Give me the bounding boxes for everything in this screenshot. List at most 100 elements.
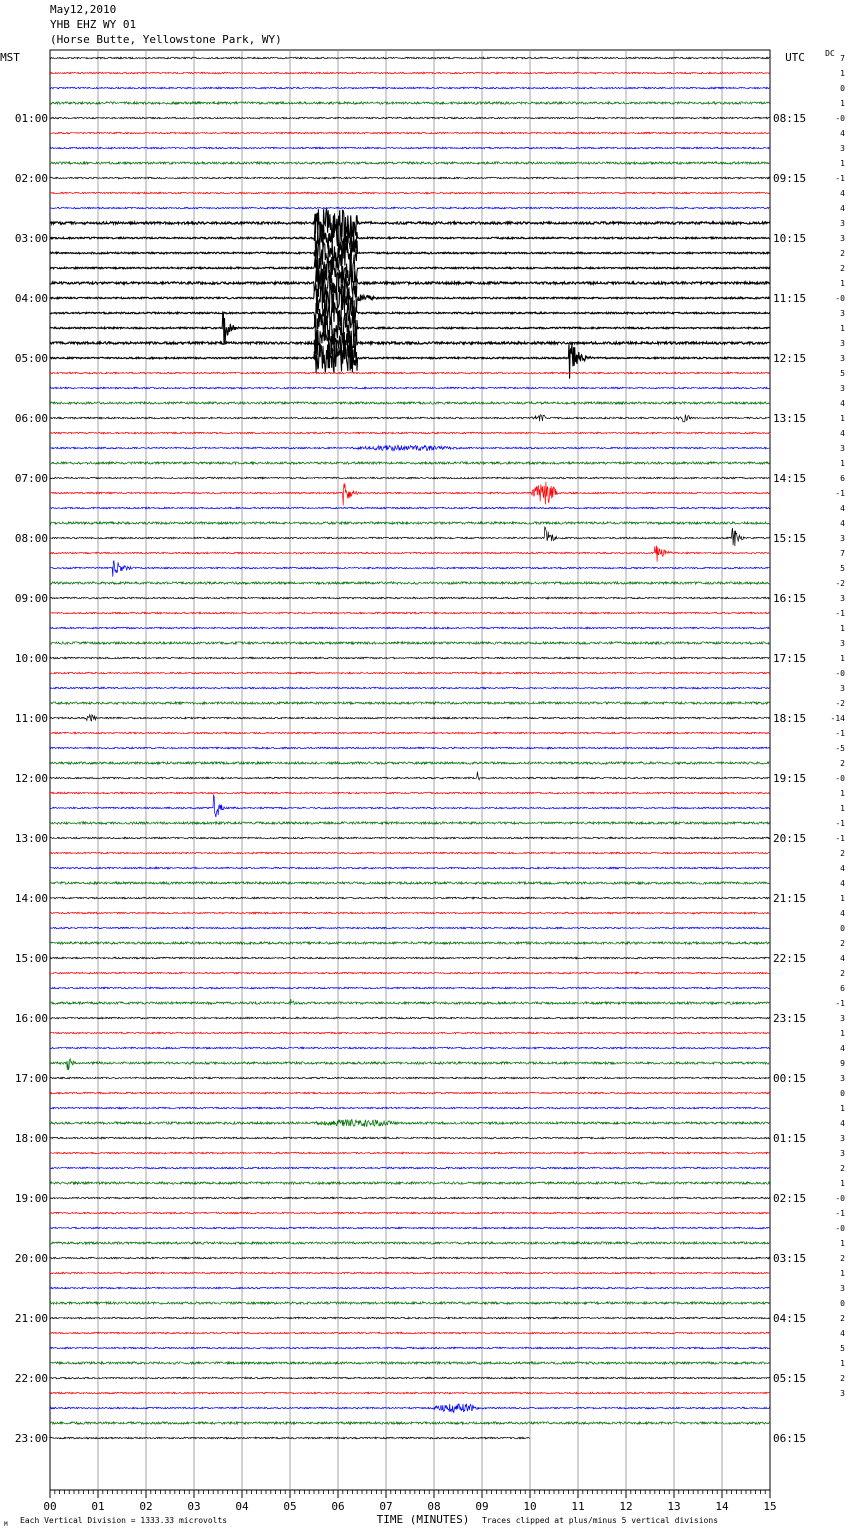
dc-offset-value: 3 — [840, 339, 845, 348]
trace-line — [49, 1403, 771, 1414]
x-tick-label: 12 — [619, 1500, 632, 1513]
trace-line — [49, 1316, 771, 1320]
trace-line — [49, 414, 771, 423]
utc-hour-label: 18:15 — [773, 712, 806, 725]
dc-offset-value: 0 — [840, 1299, 845, 1308]
dc-offset-value: 3 — [840, 144, 845, 153]
chart-location: (Horse Butte, Yellowstone Park, WY) — [50, 33, 282, 46]
dc-offset-value: 3 — [840, 1149, 845, 1158]
trace-line — [49, 1436, 531, 1440]
left-axis-label: MST — [0, 51, 20, 64]
x-tick-label: 05 — [283, 1500, 296, 1513]
trace-line — [50, 1151, 771, 1155]
trace-line — [49, 596, 771, 600]
trace-line — [49, 371, 771, 375]
x-tick-label: 00 — [43, 1500, 56, 1513]
trace-line — [49, 223, 771, 254]
trace-line — [49, 328, 771, 358]
dc-offset-value: 3 — [840, 684, 845, 693]
dc-offset-value: 4 — [840, 909, 845, 918]
trace-line — [49, 208, 771, 239]
dc-offset-value: 9 — [840, 1059, 845, 1068]
trace-line — [49, 282, 771, 313]
dc-offset-value: 5 — [840, 1344, 845, 1353]
utc-hour-label: 01:15 — [773, 1132, 806, 1145]
dc-offset-value: 1 — [840, 624, 845, 633]
utc-hour-label: 15:15 — [773, 532, 806, 545]
trace-line — [50, 400, 771, 406]
mst-hour-label: 15:00 — [15, 952, 48, 965]
dc-offset-value: 2 — [840, 939, 845, 948]
dc-offset-value: 4 — [840, 189, 845, 198]
trace-line — [49, 1180, 771, 1186]
chart-station: YHB EHZ WY 01 — [50, 18, 137, 31]
mst-hour-label: 22:00 — [15, 1372, 48, 1385]
dc-offset-value: -2 — [835, 579, 845, 588]
x-tick-label: 11 — [571, 1500, 584, 1513]
dc-offset-value: 4 — [840, 519, 845, 528]
trace-line — [49, 1091, 771, 1095]
trace-line — [50, 116, 771, 120]
trace-line — [49, 191, 771, 195]
utc-hour-label: 13:15 — [773, 412, 806, 425]
trace-line — [49, 1286, 771, 1290]
mst-hour-label: 09:00 — [15, 592, 48, 605]
trace-line — [49, 1211, 771, 1215]
dc-offset-value: 3 — [840, 594, 845, 603]
dc-offset-value: 1 — [840, 804, 845, 813]
mst-hour-label: 06:00 — [15, 412, 48, 425]
trace-line — [49, 268, 771, 298]
mst-hour-label: 03:00 — [15, 232, 48, 245]
trace-line — [49, 713, 771, 722]
x-tick-label: 03 — [187, 1500, 200, 1513]
dc-label: DC — [825, 49, 835, 58]
trace-line — [49, 820, 771, 826]
dc-offset-value: 3 — [840, 309, 845, 318]
trace-line — [49, 526, 771, 547]
trace-line — [49, 100, 771, 106]
dc-offset-value: 3 — [840, 1134, 845, 1143]
trace-line — [49, 460, 771, 466]
mst-hour-label: 23:00 — [15, 1432, 48, 1445]
utc-hour-label: 12:15 — [773, 352, 806, 365]
trace-line — [50, 731, 771, 735]
dc-offset-value: 1 — [840, 324, 845, 333]
dc-offset-value: 0 — [840, 924, 845, 933]
dc-offset-value: 2 — [840, 1314, 845, 1323]
mst-hour-label: 08:00 — [15, 532, 48, 545]
utc-hour-label: 19:15 — [773, 772, 806, 785]
trace-line — [49, 1136, 771, 1140]
trace-line — [49, 686, 771, 690]
dc-offset-value: 5 — [840, 369, 845, 378]
dc-offset-value: 4 — [840, 1044, 845, 1053]
dc-offset-value: 3 — [840, 234, 845, 243]
dc-offset-value: 2 — [840, 1164, 845, 1173]
x-tick-label: 02 — [139, 1500, 152, 1513]
dc-offset-value: 1 — [840, 894, 845, 903]
dc-offset-value: -0 — [835, 774, 845, 783]
mst-hour-label: 13:00 — [15, 832, 48, 845]
trace-line — [50, 866, 771, 870]
trace-line — [49, 520, 771, 526]
trace-line — [49, 656, 771, 660]
dc-offset-value: 2 — [840, 249, 845, 258]
dc-offset-value: -1 — [835, 1209, 845, 1218]
trace-line — [49, 986, 771, 990]
dc-offset-value: -0 — [835, 669, 845, 678]
dc-offset-value: 3 — [840, 639, 845, 648]
dc-offset-value: 2 — [840, 264, 845, 273]
trace-line — [49, 311, 771, 345]
trace-line — [49, 791, 771, 795]
trace-line — [49, 700, 771, 706]
dc-offset-value: -14 — [831, 714, 846, 723]
utc-hour-label: 03:15 — [773, 1252, 806, 1265]
chart-date: May12,2010 — [50, 3, 117, 16]
trace-line — [49, 176, 771, 180]
dc-offset-value: 1 — [840, 1104, 845, 1113]
dc-offset-value: 4 — [840, 879, 845, 888]
x-tick-label: 01 — [91, 1500, 104, 1513]
dc-offset-value: 1 — [840, 99, 845, 108]
trace-line — [49, 760, 771, 766]
trace-line — [49, 1300, 771, 1306]
